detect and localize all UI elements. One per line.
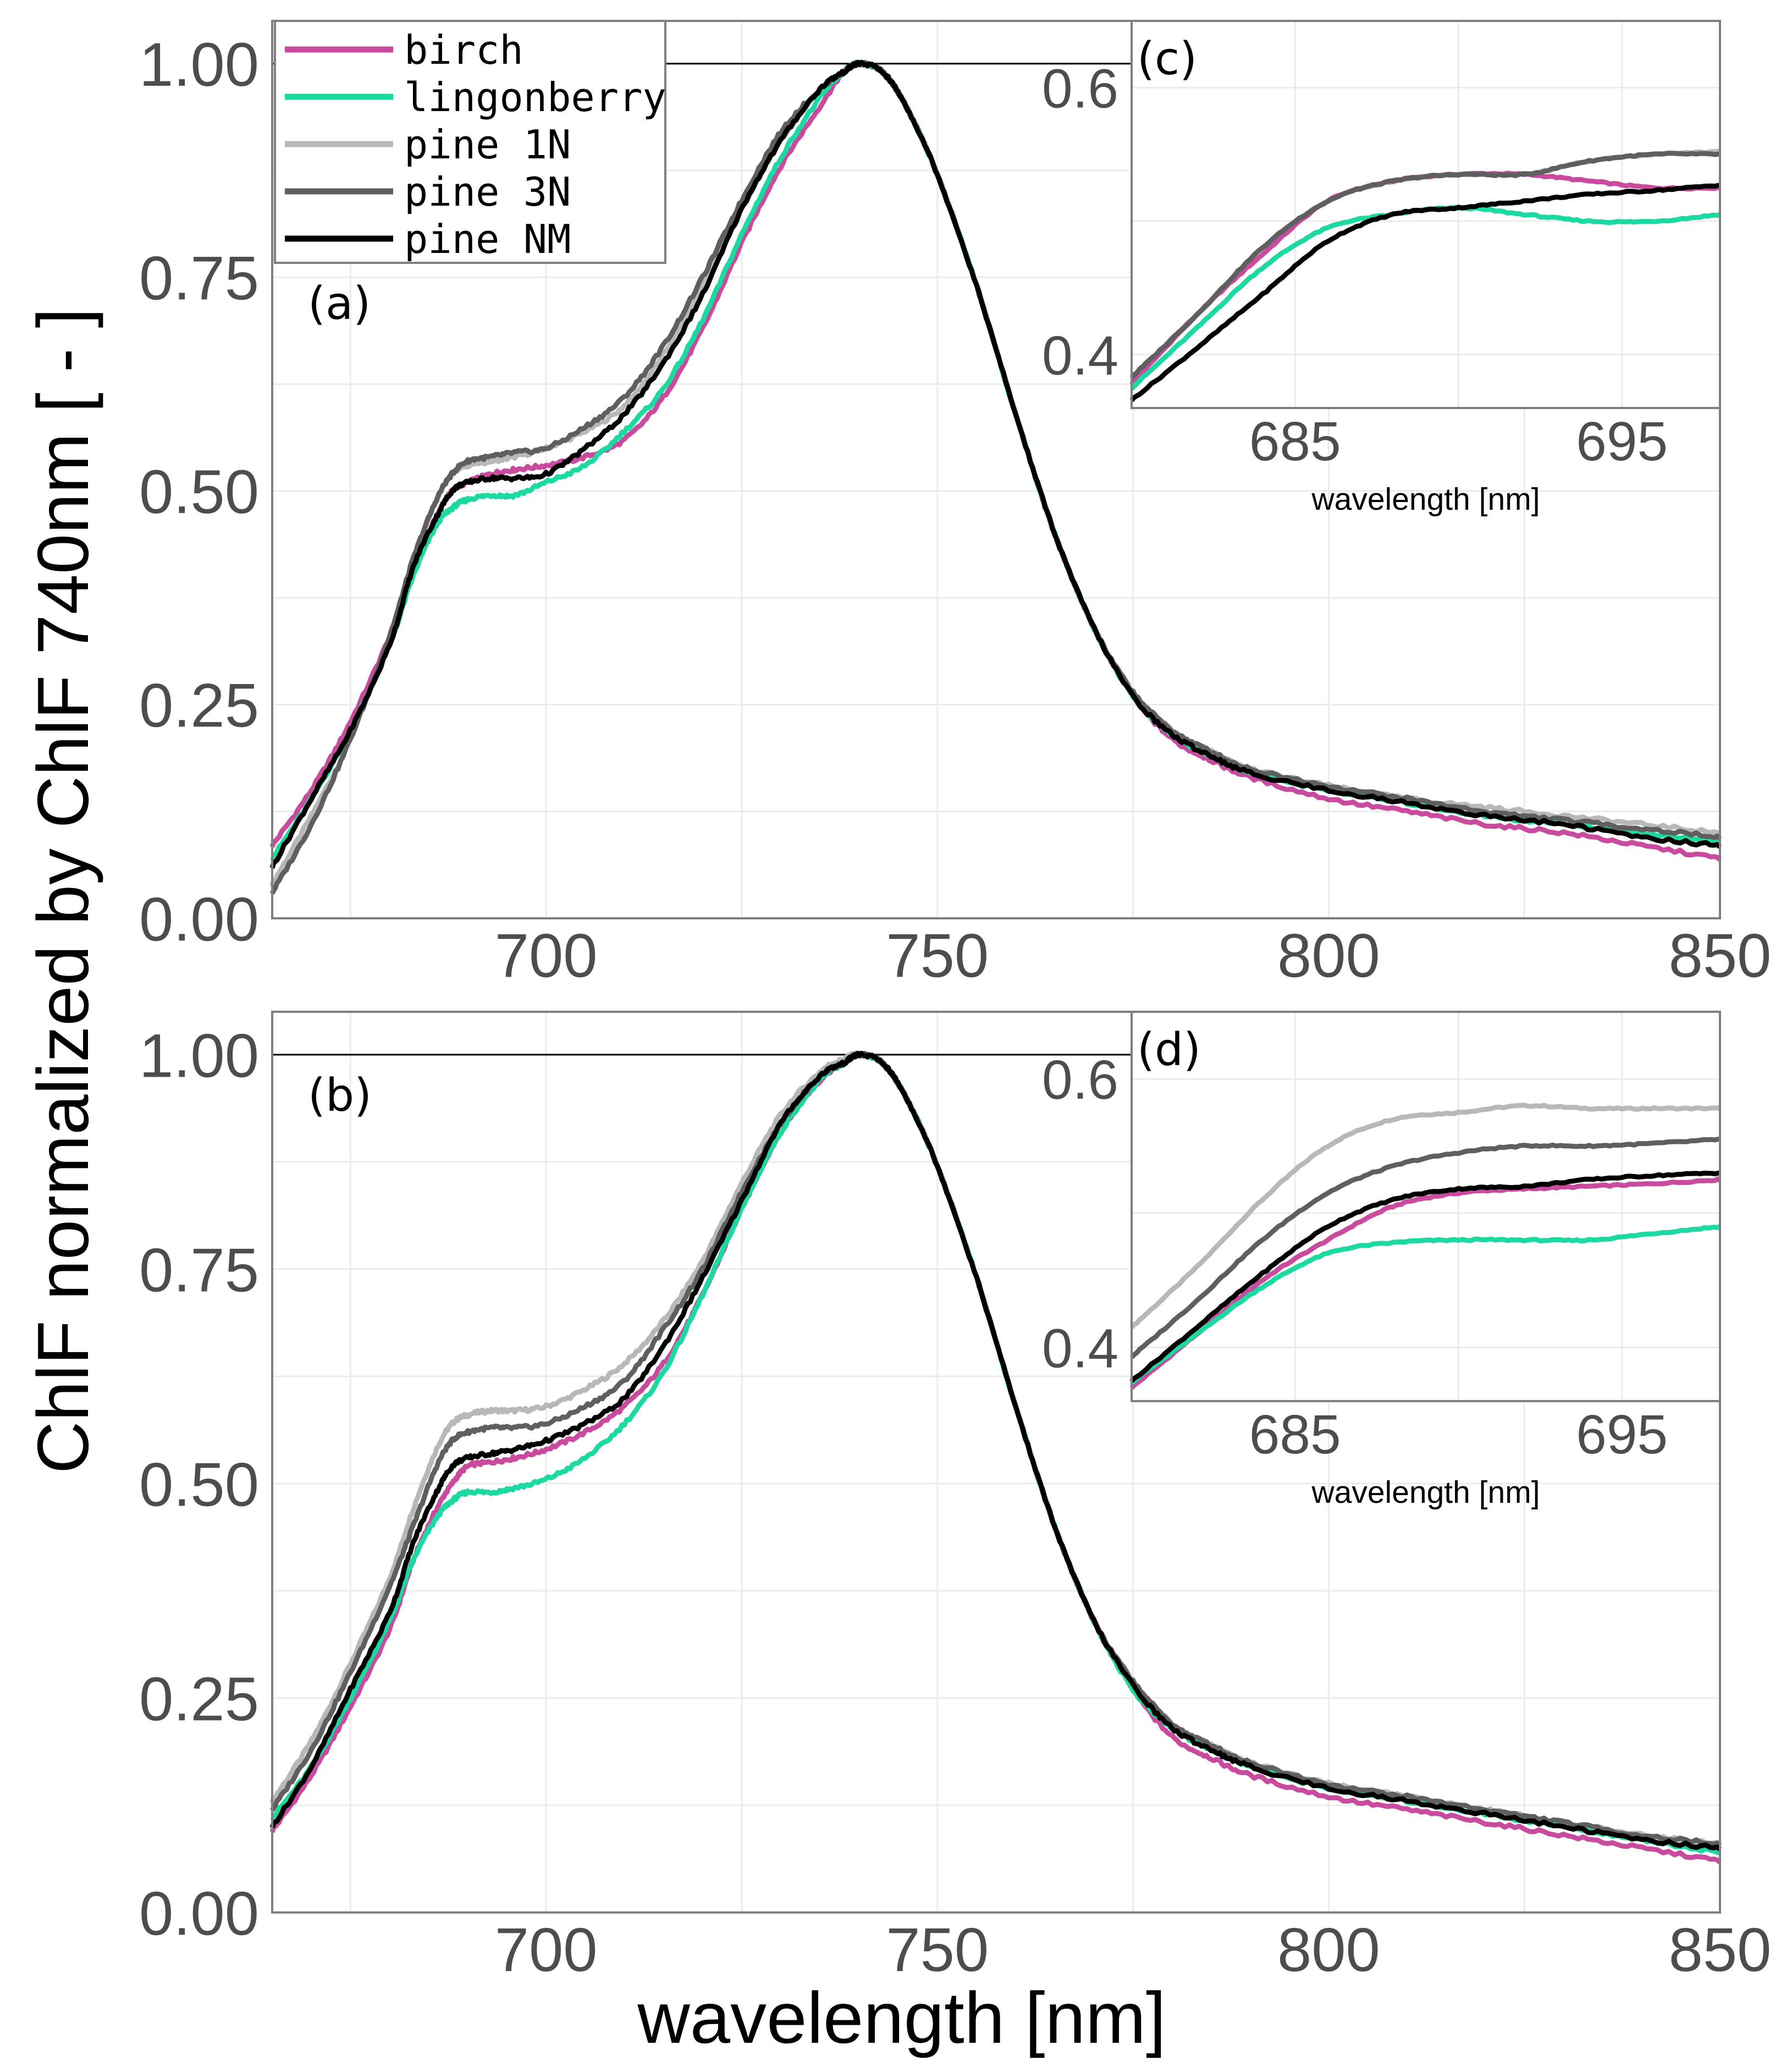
y-tick-label: 0.4: [1042, 1318, 1118, 1379]
series-line-birch: [1129, 1176, 1722, 1390]
series-line-pine-nm: [1129, 1170, 1721, 1383]
series-line-pine-nm: [1129, 183, 1721, 403]
panel-label: (b): [308, 1070, 372, 1122]
panel-label: (c): [1137, 33, 1197, 85]
legend-entry-label: lingonberry: [404, 74, 666, 120]
legend-entry-label: birch: [404, 27, 523, 73]
series-line-pine-3n: [1129, 1136, 1721, 1359]
plot-frame: [1131, 20, 1721, 409]
x-tick-label: 800: [1277, 1915, 1380, 1984]
x-tick-label: 700: [495, 1915, 598, 1984]
series-line-pine-1n: [1129, 1103, 1722, 1330]
series-line-pine-3n: [1129, 151, 1721, 379]
inset-x-axis-label: wavelength [nm]: [1311, 482, 1540, 517]
x-tick-label: 750: [886, 1915, 989, 1984]
panel-label: (d): [1137, 1024, 1201, 1076]
y-tick-label: 0.6: [1042, 58, 1118, 119]
y-tick-label: 0.25: [139, 671, 259, 740]
legend-entry-label: pine 1N: [404, 122, 571, 168]
series-line-lingonberry: [1130, 1224, 1722, 1385]
legend-entry-label: pine NM: [404, 216, 571, 262]
plot-frame: [1131, 1011, 1721, 1402]
x-tick-label: 850: [1669, 921, 1772, 990]
panel-d: 685 695 0.4 0.6 wavelength [nm] (d): [1042, 1011, 1722, 1510]
y-tick-label: 0.25: [139, 1664, 259, 1733]
y-tick-label: 0.50: [139, 1450, 259, 1519]
y-axis-label: ChlF normalized by ChlF 740nm [ - ]: [23, 308, 103, 1474]
plot-frame: [271, 20, 1721, 919]
legend-entry-label: pine 3N: [404, 169, 571, 215]
series-line-pine-nm: [269, 1051, 1722, 1851]
y-tick-label: 0.6: [1042, 1049, 1118, 1111]
y-tick-label: 0.00: [139, 885, 259, 953]
x-tick-label: 695: [1576, 411, 1668, 472]
x-tick-label: 685: [1249, 1404, 1341, 1465]
y-tick-label: 0.75: [139, 1236, 259, 1304]
y-tick-label: 1.00: [139, 1021, 259, 1090]
panel-c: 685 695 0.4 0.6 wavelength [nm] (c): [1042, 20, 1722, 517]
inset-x-axis-label: wavelength [nm]: [1311, 1475, 1540, 1510]
y-tick-label: 0.50: [139, 458, 259, 526]
y-tick-label: 0.75: [139, 244, 259, 313]
x-axis-label: wavelength [nm]: [637, 1977, 1166, 2058]
series-line-pine-nm: [269, 59, 1722, 869]
x-tick-label: 700: [495, 921, 598, 990]
y-tick-label: 0.4: [1042, 325, 1118, 387]
x-tick-label: 750: [886, 921, 989, 990]
y-tick-label: 1.00: [139, 30, 259, 99]
x-tick-label: 850: [1669, 1915, 1772, 1984]
panel-label: (a): [308, 278, 371, 330]
x-tick-label: 695: [1576, 1404, 1668, 1465]
x-tick-label: 800: [1277, 921, 1380, 990]
plot-background: [1132, 1012, 1720, 1401]
plot-frame: [271, 1011, 1721, 1914]
plot-background: [1132, 21, 1720, 408]
x-tick-label: 685: [1249, 411, 1341, 472]
y-tick-label: 0.00: [139, 1879, 259, 1948]
